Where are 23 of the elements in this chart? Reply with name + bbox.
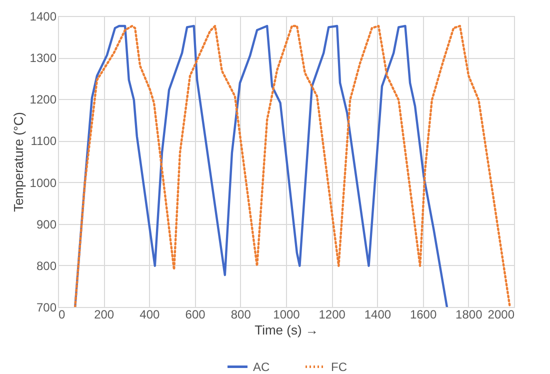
x-tick-label: 600 <box>185 308 206 322</box>
y-tick-label: 1000 <box>30 176 57 190</box>
x-tick-label: 2000 <box>488 308 515 322</box>
x-tick-label: 800 <box>230 308 252 322</box>
x-tick-label: 1200 <box>318 308 346 322</box>
y-tick-label: 1200 <box>30 92 57 107</box>
x-tick-label: 1400 <box>364 308 392 322</box>
x-tick-label: 1800 <box>456 308 483 322</box>
legend-label: AC <box>253 360 270 374</box>
y-tick-label: 1100 <box>30 134 57 148</box>
y-tick-label: 1400 <box>30 10 57 24</box>
y-tick-label: 900 <box>36 217 57 232</box>
x-tick-label: 0 <box>58 308 66 322</box>
x-axis-title: Time (s) → <box>254 322 318 338</box>
legend-label: FC <box>331 360 348 374</box>
y-tick-label: 1300 <box>30 51 57 66</box>
x-tick-label: 1600 <box>410 308 437 322</box>
x-tick-label: 200 <box>94 308 114 322</box>
x-tick-label: 400 <box>140 308 160 322</box>
y-tick-label: 700 <box>36 300 57 314</box>
y-tick-label: 800 <box>36 258 57 273</box>
x-tick-label: 1000 <box>273 308 300 322</box>
y-axis-title: Temperature (°C) <box>10 112 26 212</box>
